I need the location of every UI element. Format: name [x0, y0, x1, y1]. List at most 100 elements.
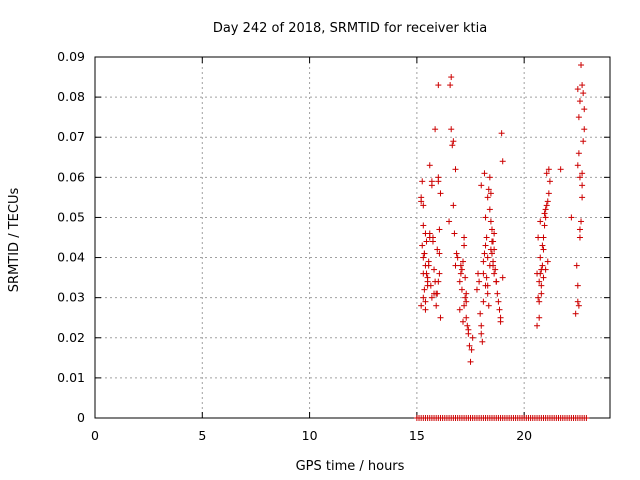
- data-point: [424, 278, 431, 285]
- data-point: [576, 174, 583, 181]
- data-point: [576, 234, 583, 241]
- data-point: [574, 162, 581, 169]
- data-point: [469, 334, 476, 341]
- data-point: [446, 218, 453, 225]
- data-point: [540, 246, 547, 253]
- data-point: [456, 306, 463, 313]
- data-point: [491, 230, 498, 237]
- data-point: [535, 294, 542, 301]
- data-point: [539, 242, 546, 249]
- x-tick-label: 0: [91, 428, 99, 443]
- data-point: [423, 238, 430, 245]
- data-point: [452, 262, 459, 269]
- data-point: [452, 166, 459, 173]
- data-point: [457, 270, 464, 277]
- data-point: [463, 314, 470, 321]
- data-point: [448, 74, 455, 81]
- data-point: [487, 218, 494, 225]
- data-point: [578, 62, 585, 69]
- data-point: [493, 278, 500, 285]
- data-point: [538, 282, 545, 289]
- data-point: [486, 206, 493, 213]
- data-point: [461, 234, 468, 241]
- data-point: [420, 222, 427, 229]
- y-tick-label: 0.09: [57, 49, 85, 64]
- data-point: [449, 142, 456, 149]
- data-point: [491, 270, 498, 277]
- data-point: [540, 274, 547, 281]
- data-point: [581, 126, 588, 133]
- data-point: [484, 254, 491, 261]
- data-point: [436, 270, 443, 277]
- data-point: [583, 415, 590, 421]
- data-point: [467, 358, 474, 365]
- data-point: [421, 250, 428, 257]
- data-point: [480, 258, 487, 265]
- y-axis-label: SRMTID / TECUs: [7, 188, 22, 293]
- data-point: [488, 226, 495, 233]
- data-point: [463, 290, 470, 297]
- data-points: [413, 62, 590, 421]
- data-point: [468, 346, 475, 353]
- data-point: [418, 194, 425, 201]
- data-point: [421, 286, 428, 293]
- data-point: [495, 298, 502, 305]
- data-point: [451, 230, 458, 237]
- data-point: [454, 254, 461, 261]
- data-point: [579, 194, 586, 201]
- data-point: [473, 286, 480, 293]
- data-point: [458, 286, 465, 293]
- data-point: [482, 214, 489, 221]
- data-point: [580, 90, 587, 97]
- data-point: [428, 178, 435, 185]
- data-point: [436, 226, 443, 233]
- y-tick-label: 0.06: [57, 169, 85, 184]
- data-point: [436, 250, 443, 257]
- data-point: [544, 258, 551, 265]
- data-point: [429, 234, 436, 241]
- x-tick-label: 20: [516, 428, 532, 443]
- data-point: [460, 258, 467, 265]
- data-point: [481, 170, 488, 177]
- data-point: [450, 202, 457, 209]
- data-point: [482, 242, 489, 249]
- data-point: [432, 126, 439, 133]
- data-point: [480, 298, 487, 305]
- data-point: [545, 166, 552, 173]
- data-point: [487, 246, 494, 253]
- data-point: [483, 274, 490, 281]
- data-point: [487, 190, 494, 197]
- data-point: [434, 290, 441, 297]
- data-point: [420, 202, 427, 209]
- y-tick-label: 0: [77, 410, 85, 425]
- data-point: [477, 310, 484, 317]
- data-point: [537, 218, 544, 225]
- data-point: [557, 166, 564, 173]
- data-point: [486, 174, 493, 181]
- data-point: [574, 298, 581, 305]
- data-point: [435, 278, 442, 285]
- data-point: [435, 82, 442, 89]
- y-tick-label: 0.01: [57, 370, 85, 385]
- data-point: [485, 186, 492, 193]
- data-point: [435, 178, 442, 185]
- data-point: [431, 266, 438, 273]
- data-point: [420, 294, 427, 301]
- data-point: [535, 234, 542, 241]
- data-point: [579, 82, 586, 89]
- grid: [95, 57, 610, 418]
- data-point: [538, 290, 545, 297]
- data-point: [462, 294, 469, 301]
- data-point: [572, 310, 579, 317]
- x-axis-label: GPS time / hours: [296, 459, 405, 474]
- data-point: [456, 278, 463, 285]
- data-point: [425, 262, 432, 269]
- data-point: [544, 198, 551, 205]
- data-point: [437, 190, 444, 197]
- data-point: [539, 262, 546, 269]
- data-point: [422, 298, 429, 305]
- data-point: [464, 322, 471, 329]
- plot-frame: [94, 56, 611, 419]
- data-point: [498, 130, 505, 137]
- data-point: [461, 302, 468, 309]
